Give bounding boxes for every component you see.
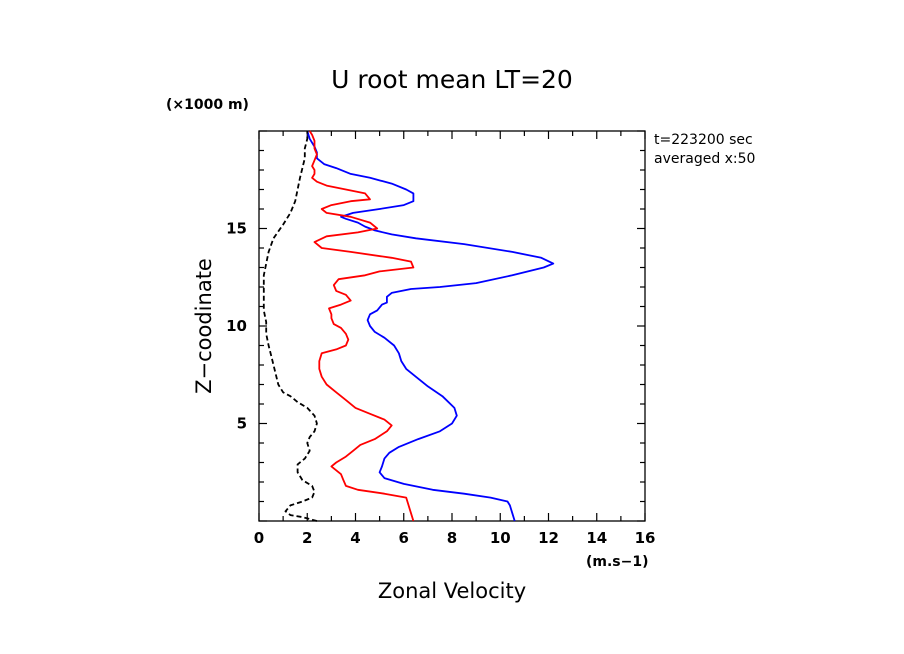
- x-unit-label: (m.s−1): [586, 554, 649, 570]
- series-group: [262, 130, 555, 522]
- series-line-1: [306, 130, 555, 522]
- x-tick-label: 6: [399, 529, 409, 547]
- y-tick-label: 15: [226, 220, 247, 238]
- x-tick-label: 14: [586, 529, 607, 547]
- axis-ticks: [258, 130, 646, 522]
- y-axis-label: Z−coodinate: [192, 258, 216, 394]
- y-tick-label: 10: [226, 317, 247, 335]
- y-unit-label: (×1000 m): [166, 97, 249, 113]
- y-tick-labels: 5 10 15: [226, 220, 247, 433]
- x-tick-label: 16: [635, 529, 656, 547]
- x-tick-label: 12: [538, 529, 559, 547]
- chart-title: U root mean LT=20: [331, 65, 573, 94]
- x-tick-label: 0: [254, 529, 264, 547]
- x-tick-labels: 0 2 4 6 8 10 12 14 16: [254, 529, 656, 547]
- plot-frame: [258, 130, 646, 522]
- x-axis-label: Zonal Velocity: [378, 579, 526, 603]
- series-line-3: [262, 131, 318, 522]
- x-tick-label: 8: [447, 529, 457, 547]
- x-tick-label: 4: [350, 529, 360, 547]
- annotation-time: t=223200 sec: [654, 132, 753, 148]
- annotation-clip: [776, 148, 816, 168]
- series-line-2: [308, 130, 415, 522]
- annotation-averaged: averaged x:50: [654, 151, 755, 167]
- x-tick-label: 10: [490, 529, 511, 547]
- y-tick-label: 5: [237, 415, 247, 433]
- x-tick-label: 2: [302, 529, 312, 547]
